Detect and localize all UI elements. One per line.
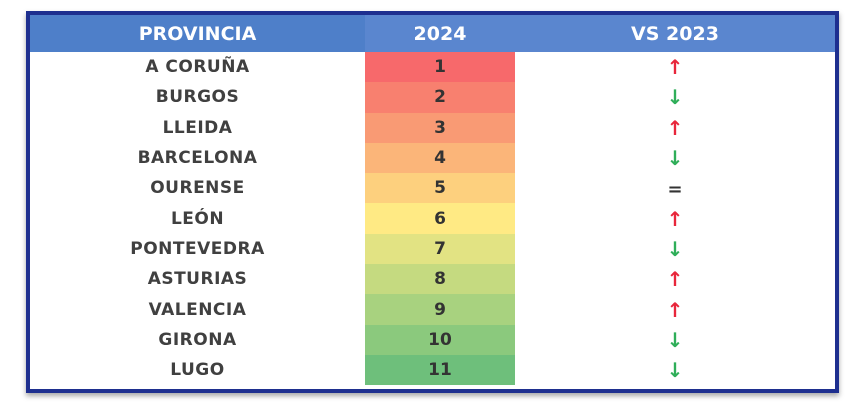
trend-vs-2023-cell: ↓ [515, 355, 835, 385]
province-name: VALENCIA [148, 299, 247, 320]
trend-vs-2023-cell: ↑ [515, 294, 835, 324]
table-row: BURGOS 2 ↓ [30, 82, 835, 113]
province-name: BARCELONA [137, 148, 258, 169]
province-name: BURGOS [155, 87, 240, 108]
province-name: LLEIDA [162, 117, 233, 138]
table-row: A CORUÑA 1 ↑ [30, 52, 835, 83]
trend-vs-2023-cell: = [515, 173, 835, 203]
table-row: GIRONA 10 ↓ [30, 324, 835, 355]
arrow-down-icon: ↓ [666, 327, 684, 352]
table-row: ASTURIAS 8 ↑ [30, 264, 835, 295]
arrow-down-icon: ↓ [666, 358, 684, 383]
equal-icon: = [667, 179, 683, 201]
rank-2024-cell: 7 [365, 233, 515, 265]
arrow-up-icon: ↑ [666, 55, 684, 80]
arrow-up-icon: ↑ [666, 267, 684, 292]
trend-vs-2023-cell: ↓ [515, 82, 835, 112]
arrow-down-icon: ↓ [666, 85, 684, 110]
ranking-table-frame: PROVINCIA 2024 VS 2023 A CORUÑA 1 ↑ BURGOS 2… [26, 11, 839, 393]
arrow-up-icon: ↑ [666, 206, 684, 231]
rank-2024-cell: 6 [365, 203, 515, 234]
table-row: LLEIDA 3 ↑ [30, 112, 835, 143]
table-header-row: PROVINCIA 2024 VS 2023 [30, 15, 835, 52]
rank-2024-cell: 3 [365, 112, 515, 143]
arrow-down-icon: ↓ [666, 146, 684, 171]
rank-2024-cell: 9 [365, 294, 515, 325]
arrow-up-icon: ↑ [666, 115, 684, 140]
province-name: GIRONA [158, 329, 237, 350]
rank-2024-cell: 5 [365, 173, 515, 204]
arrow-down-icon: ↓ [666, 236, 684, 261]
table-row: BARCELONA 4 ↓ [30, 142, 835, 174]
table-row: LEÓN 6 ↑ [30, 203, 835, 234]
table-body: A CORUÑA 1 ↑ BURGOS 2 ↓ LLEIDA 3 ↑ BARCELONA 4 ↓ OUR… [30, 52, 835, 386]
table-row: VALENCIA 9 ↑ [30, 294, 835, 325]
province-name: A CORUÑA [145, 57, 250, 78]
trend-vs-2023-cell: ↑ [515, 264, 835, 294]
trend-vs-2023-cell: ↑ [515, 203, 835, 233]
rank-2024-cell: 2 [365, 82, 515, 113]
province-name: LUGO [170, 360, 225, 381]
table-row: LUGO 11 ↓ [30, 354, 835, 386]
trend-vs-2023-cell: ↓ [515, 234, 835, 264]
trend-vs-2023-cell: ↑ [515, 113, 835, 143]
rank-2024-cell: 11 [365, 354, 515, 386]
rank-2024-cell: 4 [365, 142, 515, 174]
trend-vs-2023-cell: ↑ [515, 52, 835, 82]
rank-2024-cell: 8 [365, 264, 515, 295]
trend-vs-2023-cell: ↓ [515, 325, 835, 355]
province-name: ASTURIAS [147, 269, 248, 290]
column-header-rank-2024: 2024 [365, 15, 515, 52]
province-name: PONTEVEDRA [130, 238, 265, 259]
province-name: LEÓN [170, 208, 225, 229]
table-row: PONTEVEDRA 7 ↓ [30, 233, 835, 265]
column-header-vs-2023: VS 2023 [515, 15, 835, 52]
rank-2024-cell: 1 [365, 52, 515, 83]
trend-vs-2023-cell: ↓ [515, 143, 835, 173]
column-header-province: PROVINCIA [30, 15, 365, 52]
table-row: OURENSE 5 = [30, 173, 835, 204]
rank-2024-cell: 10 [365, 324, 515, 355]
arrow-up-icon: ↑ [666, 297, 684, 322]
province-ranking-table: PROVINCIA 2024 VS 2023 A CORUÑA 1 ↑ BURGOS 2… [30, 15, 835, 386]
province-name: OURENSE [150, 178, 245, 199]
